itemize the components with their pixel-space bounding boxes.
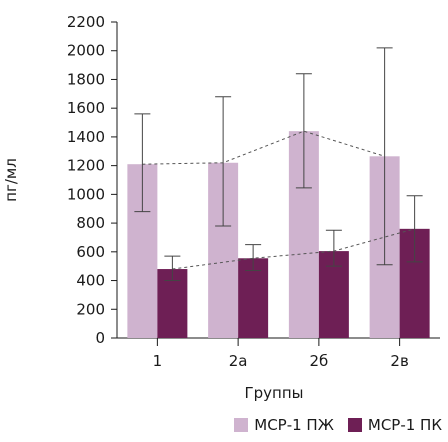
trend-line bbox=[142, 131, 384, 164]
y-tick-label: 1000 bbox=[67, 185, 105, 203]
y-axis-title: пг/мл bbox=[2, 158, 20, 202]
legend-label-series-2: МСР-1 ПК bbox=[368, 416, 442, 434]
y-tick-label: 800 bbox=[76, 214, 105, 232]
legend-item-series-1: МСР-1 ПЖ bbox=[234, 416, 334, 434]
legend-swatch-series-1 bbox=[234, 418, 248, 432]
x-tick-label: 2а bbox=[229, 352, 248, 370]
y-tick-label: 0 bbox=[95, 329, 105, 347]
x-axis-title: Группы bbox=[244, 384, 303, 402]
legend: МСР-1 ПЖ МСР-1 ПК bbox=[234, 416, 442, 434]
x-tick-label: 2б bbox=[309, 352, 328, 370]
x-tick-label: 2в bbox=[390, 352, 408, 370]
y-tick-label: 200 bbox=[76, 300, 105, 318]
x-tick-label: 1 bbox=[153, 352, 163, 370]
y-tick-label: 600 bbox=[76, 243, 105, 261]
y-tick-label: 2200 bbox=[67, 13, 105, 31]
y-tick-label: 1400 bbox=[67, 128, 105, 146]
y-tick-label: 2000 bbox=[67, 42, 105, 60]
legend-item-series-2: МСР-1 ПК bbox=[348, 416, 442, 434]
y-axis: 0 200 400 600 800 1000 1200 1400 1600 1800 2000 220… bbox=[67, 13, 117, 347]
legend-swatch-series-2 bbox=[348, 418, 362, 432]
y-tick-label: 1800 bbox=[67, 70, 105, 88]
x-axis: 1 2а 2б 2в bbox=[117, 338, 440, 370]
legend-label-series-1: МСР-1 ПЖ bbox=[254, 416, 334, 434]
y-tick-label: 400 bbox=[76, 272, 105, 290]
y-tick-label: 1200 bbox=[67, 157, 105, 175]
y-tick-label: 1600 bbox=[67, 99, 105, 117]
